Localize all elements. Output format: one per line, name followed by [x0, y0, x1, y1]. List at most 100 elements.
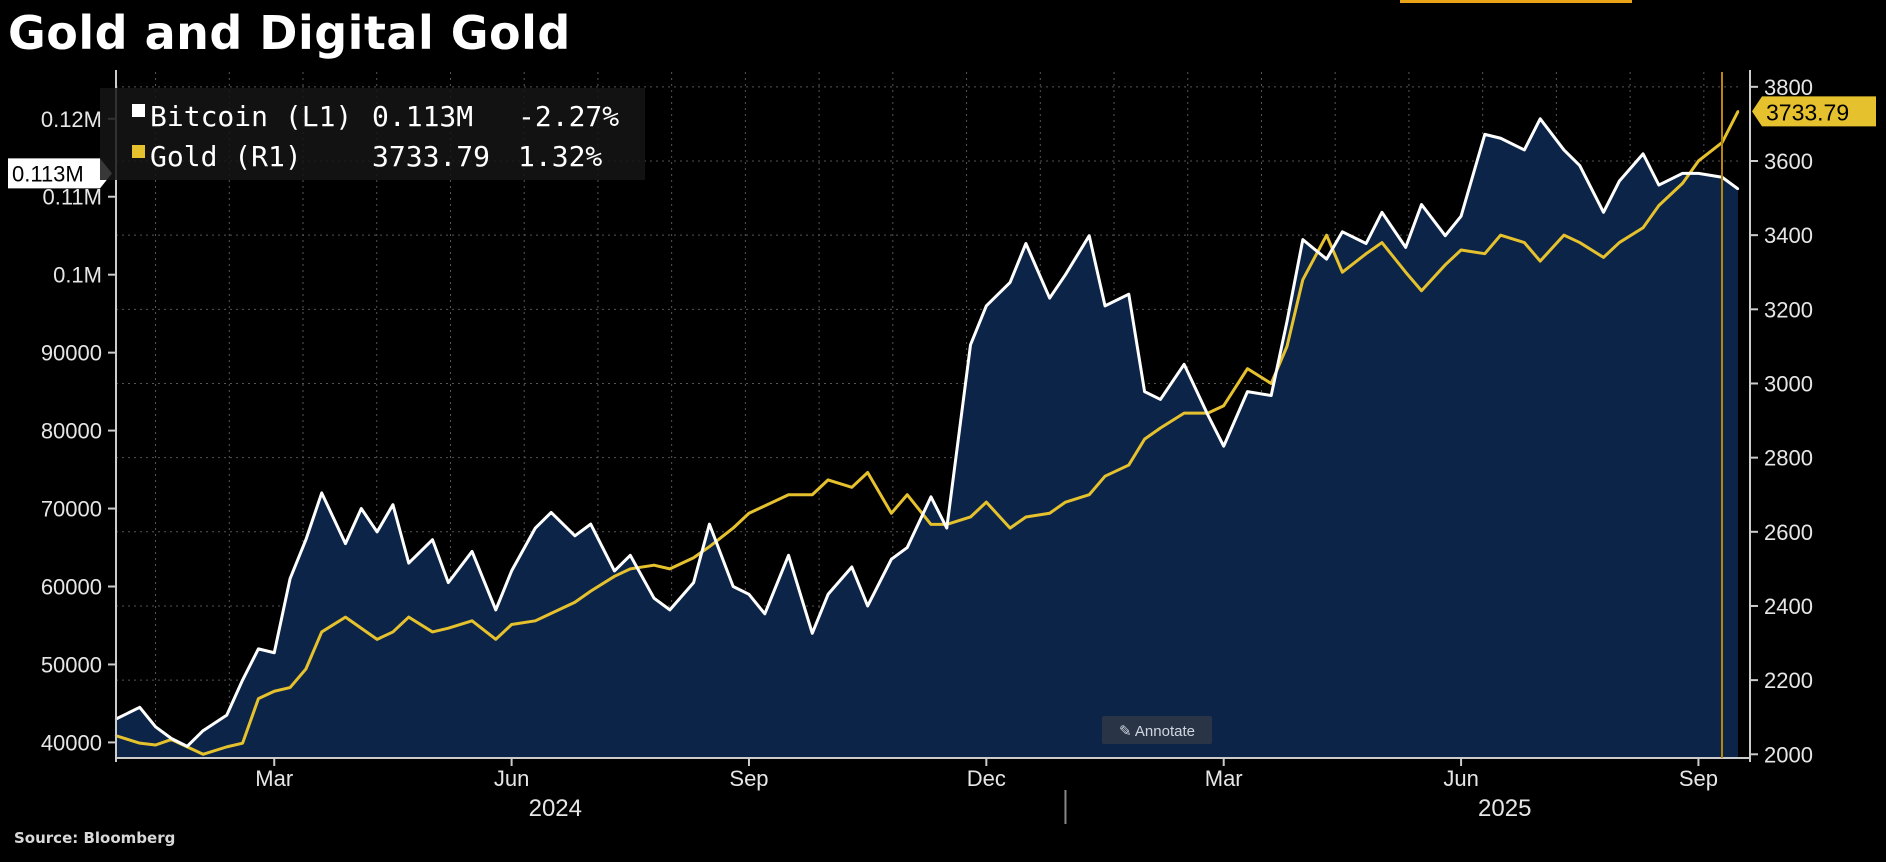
gold-point: [866, 471, 869, 474]
gold-point: [1697, 159, 1700, 163]
bitcoin-point: [1459, 215, 1463, 218]
bitcoin-point: [138, 706, 141, 709]
gold-point: [1182, 411, 1186, 415]
gold-point: [929, 523, 933, 526]
bitcoin-point: [1103, 304, 1107, 308]
bitcoin-point: [692, 581, 695, 584]
gold-point: [589, 589, 592, 593]
gold-point: [906, 493, 909, 496]
gold-point: [850, 486, 854, 489]
bitcoin-point: [257, 647, 260, 651]
right-tick-label: 3200: [1764, 297, 1813, 322]
left-tick-label: 70000: [41, 497, 102, 522]
bitcoin-value-tag: [8, 158, 112, 189]
bitcoin-point: [186, 745, 189, 748]
bitcoin-point: [288, 577, 292, 580]
gold-point: [1444, 263, 1447, 267]
bitcoin-point: [391, 503, 395, 506]
gold-point: [1602, 256, 1605, 259]
gold-point: [1048, 512, 1051, 515]
left-tick-label: 50000: [41, 652, 102, 677]
legend-box: [100, 88, 645, 180]
right-tick-label: 2200: [1764, 668, 1813, 693]
legend-gold-name: Gold (R1): [150, 140, 302, 173]
bitcoin-point: [929, 495, 933, 499]
gold-point: [1562, 233, 1566, 237]
x-tick-label: Sep: [1679, 766, 1718, 791]
bitcoin-point: [1206, 413, 1210, 417]
bitcoin-point: [1618, 179, 1621, 183]
bitcoin-point: [344, 542, 347, 545]
bitcoin-point: [906, 546, 909, 549]
bitcoin-point: [1578, 164, 1581, 167]
right-tick-label: 3600: [1764, 149, 1813, 174]
gold-point: [407, 615, 410, 619]
gold-point: [1143, 437, 1146, 441]
gold-point: [1301, 278, 1305, 281]
gold-point: [1404, 271, 1407, 274]
gold-point: [747, 512, 751, 515]
legend-swatch-gold: [132, 145, 145, 158]
gold-point: [1159, 426, 1162, 430]
right-tick-label: 3400: [1764, 223, 1813, 248]
gold-point: [1657, 204, 1661, 207]
bitcoin-point: [763, 612, 766, 615]
gold-point: [890, 512, 893, 515]
gold-point: [1008, 526, 1012, 530]
bitcoin-point: [1736, 187, 1740, 191]
bitcoin-point: [534, 526, 537, 530]
gold-point: [431, 630, 434, 634]
gold-point: [1420, 289, 1423, 292]
right-tick-label: 2600: [1764, 520, 1813, 545]
bitcoin-point: [945, 526, 948, 530]
x-tick-label: Mar: [1205, 766, 1243, 791]
gold-point: [1681, 182, 1684, 185]
gold-point: [1222, 404, 1225, 407]
bitcoin-point: [1008, 281, 1012, 284]
annotate-button[interactable]: [1102, 716, 1212, 744]
gold-point: [138, 741, 141, 745]
year-label: 2024: [529, 795, 582, 822]
bitcoin-point: [629, 554, 632, 557]
bitcoin-point: [613, 569, 616, 573]
bitcoin-value-tag-label: 0.113M: [12, 161, 84, 186]
gold-point: [320, 630, 323, 634]
bitcoin-point: [241, 678, 244, 682]
bitcoin-point: [375, 530, 379, 534]
gold-point: [344, 615, 347, 619]
gold-point: [668, 567, 672, 571]
gold-point: [257, 697, 260, 700]
bitcoin-point: [1127, 292, 1130, 296]
legend-bitcoin-name: Bitcoin (L1): [150, 100, 352, 133]
bitcoin-point: [1697, 172, 1700, 175]
bitcoin-point: [1048, 296, 1051, 300]
bitcoin-point: [1159, 398, 1162, 401]
right-tick-label: 2000: [1764, 742, 1813, 767]
gold-point: [1127, 463, 1130, 467]
gold-point: [1269, 382, 1273, 385]
bitcoin-point: [1380, 211, 1384, 214]
gold-point: [826, 478, 830, 482]
bitcoin-point: [1246, 390, 1249, 393]
bitcoin-point: [589, 522, 592, 526]
bitcoin-point: [1641, 152, 1645, 156]
gold-point: [1736, 110, 1740, 113]
gold-point: [375, 638, 379, 641]
gold-point: [1325, 233, 1328, 237]
gold-point: [1499, 233, 1502, 237]
gold-point: [652, 563, 656, 567]
gold-point: [1364, 252, 1368, 255]
gold-point: [1246, 367, 1249, 370]
bitcoin-point: [1325, 257, 1328, 261]
gold-point: [1380, 241, 1384, 244]
gold-point: [510, 623, 513, 626]
bitcoin-point: [1269, 394, 1273, 397]
gold-point: [613, 575, 616, 578]
gold-point: [1459, 248, 1463, 252]
right-tick-label: 3800: [1764, 75, 1813, 100]
gold-point: [273, 690, 276, 693]
bitcoin-point: [652, 596, 656, 600]
left-tick-label: 40000: [41, 730, 102, 755]
gold-point: [708, 545, 711, 548]
